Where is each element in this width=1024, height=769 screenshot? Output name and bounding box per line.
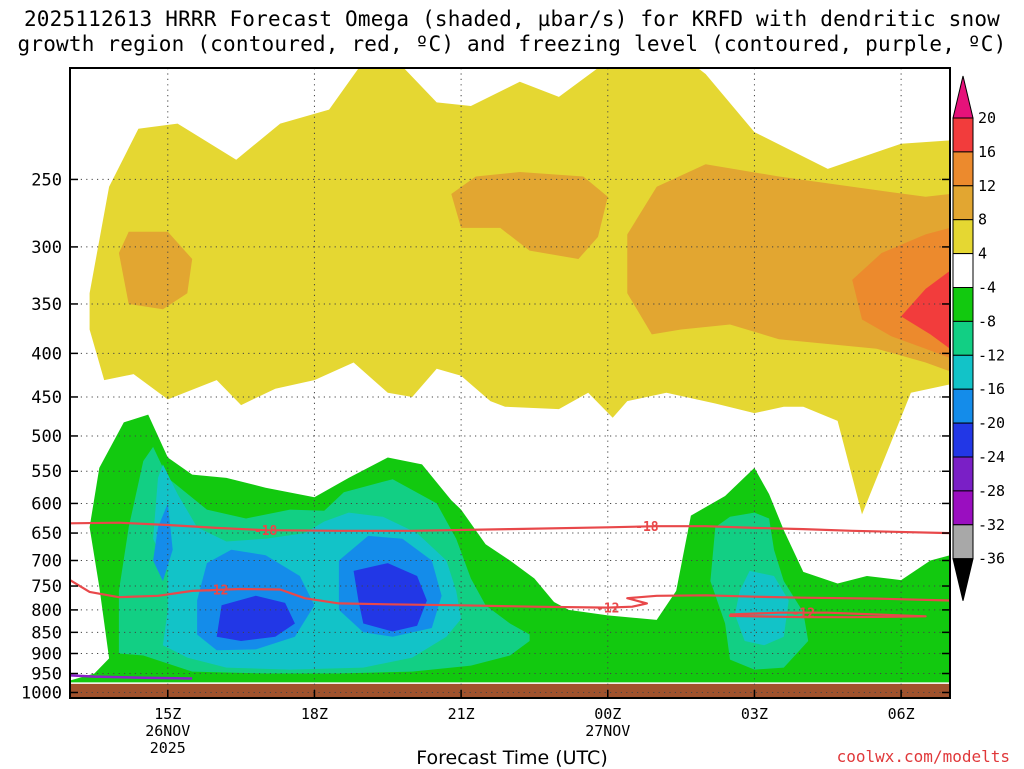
plot-frame <box>69 67 951 699</box>
colorbar-label-1: 16 <box>978 143 996 161</box>
grid-lines <box>70 68 950 698</box>
colorbar-label-12: -32 <box>978 516 1005 534</box>
x-tick-label-06Z: 06Z <box>888 705 915 723</box>
colorbar-label-4: 4 <box>978 245 987 263</box>
colorbar-bin-6 <box>952 320 974 356</box>
colorbar-bin-12 <box>952 524 974 560</box>
y-tick-label-800: 800 <box>31 601 62 621</box>
colorbar-bottom-arrow <box>952 558 974 601</box>
y-tick-label-700: 700 <box>31 551 62 571</box>
ground-surface <box>70 683 950 698</box>
colorbar-label-11: -28 <box>978 482 1005 500</box>
contour-label-2-0: -12 <box>792 607 815 622</box>
y-tick-label-550: 550 <box>31 462 62 482</box>
y-tick-label-850: 850 <box>31 623 62 643</box>
dgz-contour-0 <box>70 521 950 535</box>
colorbar-label-3: 8 <box>978 211 987 229</box>
contour-label-1-0: -12 <box>205 583 228 598</box>
colorbar-label-6: -8 <box>978 312 996 330</box>
contour-label-1-1: -12 <box>596 602 619 617</box>
colorbar-label-2: 12 <box>978 177 996 195</box>
colorbar-bin-0 <box>952 117 974 153</box>
y-tick-label-250: 250 <box>31 170 62 190</box>
y-tick-label-1000: 1000 <box>21 683 62 703</box>
temperature-contours: -18 -18 -12 -12 -12 <box>70 520 950 680</box>
y-tick-label-900: 900 <box>31 644 62 664</box>
omega-region-10 <box>734 570 789 646</box>
ground-layer <box>70 682 950 698</box>
colorbar-bin-5 <box>952 287 974 322</box>
colorbar-label-9: -20 <box>978 414 1005 432</box>
contour-label-0-0: -18 <box>254 524 278 539</box>
y-tick-label-350: 350 <box>31 295 62 315</box>
colorbar-bin-4 <box>952 253 974 289</box>
colorbar-bin-7 <box>952 354 974 390</box>
colorbar-label-13: -36 <box>978 550 1005 568</box>
colorbar-label-10: -24 <box>978 448 1005 466</box>
x-tick-date-00Z: 27NOV <box>585 722 630 740</box>
y-tick-label-450: 450 <box>31 388 62 408</box>
colorbar-bin-10 <box>952 456 974 492</box>
colorbar-label-8: -16 <box>978 380 1005 398</box>
omega-region-15 <box>353 563 427 632</box>
freezing-level-contour <box>70 674 193 680</box>
x-tick-label-21Z: 21Z <box>448 705 475 723</box>
x-tick-label-15Z: 15Z <box>154 705 181 723</box>
omega-region-14 <box>216 595 295 641</box>
y-tick-label-750: 750 <box>31 577 62 597</box>
x-tick-date-15Z: 26NOV <box>145 722 190 740</box>
dgz-contour-2 <box>728 611 927 619</box>
colorbar-bin-3 <box>952 219 974 255</box>
chart-title-line-1: 2025112613 HRRR Forecast Omega (shaded, … <box>23 7 1001 31</box>
colorbar-label-5: -4 <box>978 279 996 297</box>
x-axis-title: Forecast Time (UTC) <box>416 747 608 769</box>
colorbar-bin-9 <box>952 422 974 458</box>
colorbar-top-arrow <box>952 75 974 119</box>
omega-region-2 <box>451 172 608 259</box>
chart-title-line-2: growth region (contoured, red, ºC) and f… <box>17 32 1007 56</box>
y-tick-label-950: 950 <box>31 665 62 685</box>
colorbar-bin-11 <box>952 490 974 526</box>
dgz-contour-1 <box>70 579 950 609</box>
omega-colorbar: 20 16 12 8 4 -4 -8 -12 -16 -20 -24 -28 -32 -36 <box>952 75 1005 601</box>
colorbar-label-0: 20 <box>978 109 996 127</box>
colorbar-label-7: -12 <box>978 346 1005 364</box>
omega-region-5 <box>901 270 950 349</box>
x-tick-year-15Z: 2025 <box>150 739 186 757</box>
axes: 2503003504004505005506006507007508008509… <box>21 67 951 757</box>
y-tick-label-300: 300 <box>31 238 62 258</box>
colorbar-bin-8 <box>952 388 974 424</box>
y-tick-label-600: 600 <box>31 494 62 514</box>
contour-label-0-1: -18 <box>635 520 659 535</box>
colorbar-bin-2 <box>952 185 974 221</box>
colorbar-bin-1 <box>952 151 974 187</box>
y-tick-label-500: 500 <box>31 427 62 447</box>
y-tick-label-400: 400 <box>31 344 62 364</box>
x-tick-label-00Z: 00Z <box>594 705 621 723</box>
x-tick-label-03Z: 03Z <box>741 705 768 723</box>
watermark-link[interactable]: coolwx.com/modelts <box>836 747 1010 766</box>
omega-region-11 <box>153 503 173 582</box>
x-tick-label-18Z: 18Z <box>301 705 328 723</box>
omega-region-1 <box>118 231 193 310</box>
y-tick-label-650: 650 <box>31 524 62 544</box>
